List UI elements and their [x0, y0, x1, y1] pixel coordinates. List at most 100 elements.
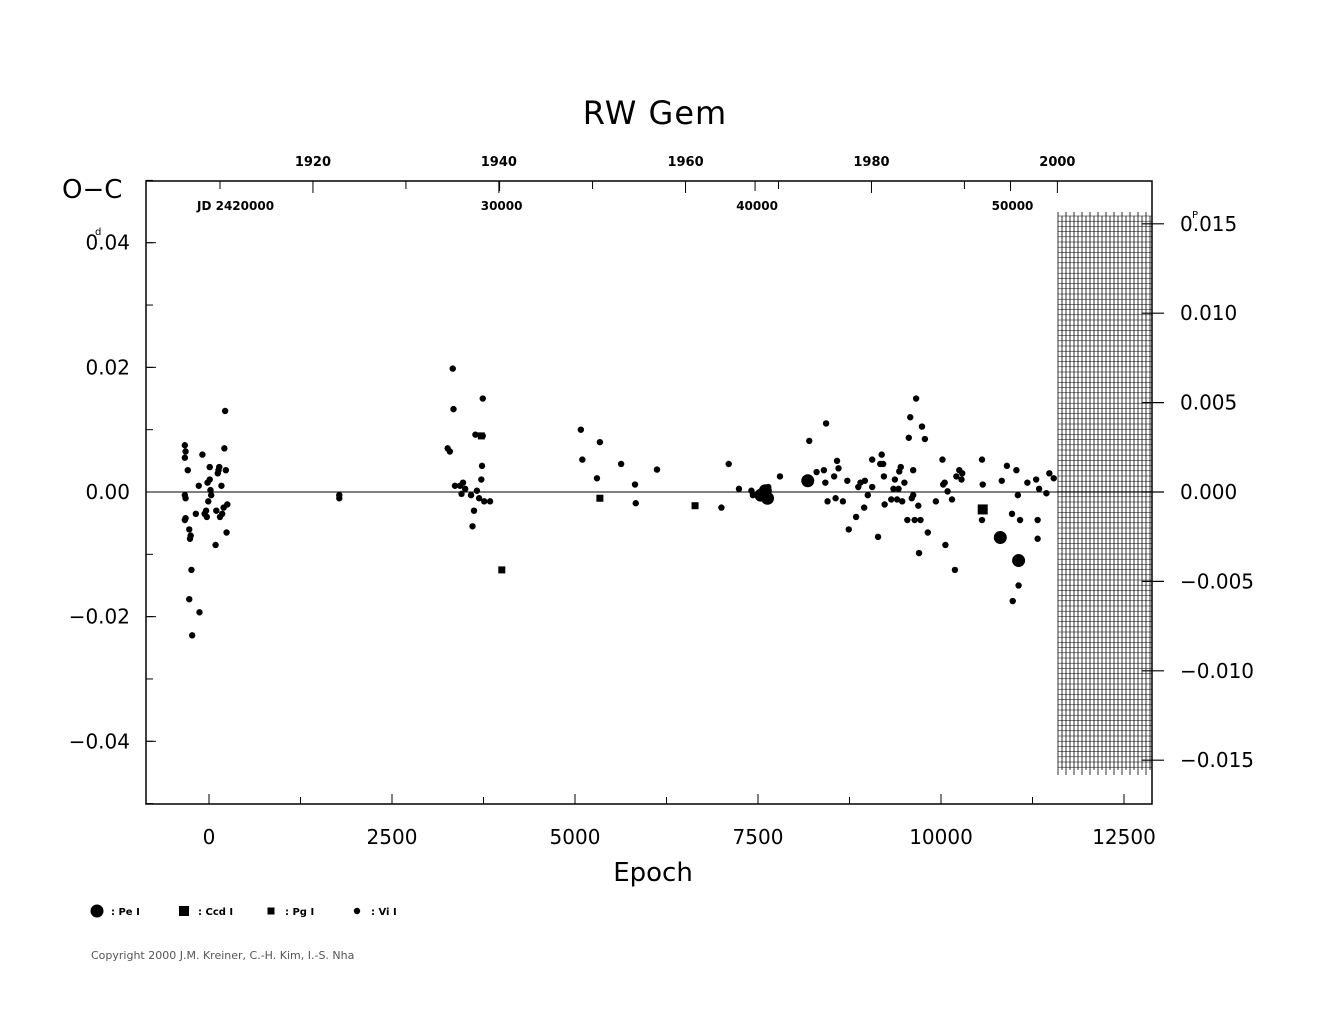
right-tick-label: 0.010 [1180, 301, 1237, 325]
year-tick-label: 1940 [481, 155, 517, 170]
vi-point [631, 481, 639, 488]
vi-point [206, 463, 213, 471]
vi-point [1008, 510, 1016, 518]
vi-point [216, 463, 223, 471]
x-tick-label: 12500 [1092, 825, 1156, 849]
jd-prefix-label: JD 2420000 [196, 199, 274, 213]
vi-point [979, 481, 986, 488]
jd-tick-label: 30000 [481, 199, 523, 213]
x-tick-label: 2500 [367, 825, 418, 849]
vi-point [224, 501, 231, 508]
vi-point [221, 407, 229, 415]
vi-point [218, 482, 225, 489]
tick-labels: 0 2500 5000 7500 10000 12500 −0.04 −0.02 0.00 0.0… [69, 155, 1254, 849]
vi-point [188, 566, 195, 574]
vi-point [915, 549, 923, 557]
jd-tick-label: 50000 [992, 199, 1034, 213]
vi-point [880, 473, 888, 480]
vi-point [653, 466, 661, 473]
vi-point [813, 468, 820, 476]
vi-point [897, 463, 904, 471]
vi-point [1032, 476, 1040, 483]
right-tick-label: −0.015 [1180, 748, 1254, 772]
vi-point [864, 491, 871, 499]
vi-point [845, 526, 852, 533]
vi-point [182, 448, 189, 455]
vi-point [909, 491, 917, 499]
vi-point [1014, 491, 1022, 499]
right-tick-label: 0.000 [1180, 480, 1237, 504]
vi-point [839, 498, 847, 505]
vi-point [878, 451, 885, 458]
legend-label: : Vi I [371, 907, 397, 918]
vi-point [911, 516, 918, 524]
vi-point [832, 495, 839, 502]
vi-point [893, 496, 901, 503]
vi-point [458, 490, 465, 498]
vi-point [822, 420, 830, 427]
vi-point [901, 479, 908, 486]
vi-point [835, 465, 842, 472]
vi-point [213, 507, 220, 514]
vi-point [868, 483, 876, 491]
vi-point [212, 541, 219, 549]
vi-point [942, 541, 949, 549]
vi-point [1034, 516, 1041, 524]
jd-tick-label: 40000 [736, 199, 778, 213]
vi-point [915, 502, 922, 509]
vi-point [196, 609, 203, 616]
copyright-note: Copyright 2000 J.M. Kreiner, C.-H. Kim, … [91, 949, 355, 962]
vi-point [888, 496, 895, 503]
y-tick-label: 0.00 [85, 480, 130, 504]
vi-point [924, 529, 932, 536]
vi-point [462, 485, 469, 493]
x-tick-label: 5000 [550, 825, 601, 849]
vi-point [917, 516, 924, 524]
vi-point [941, 479, 948, 486]
vi-point [450, 405, 457, 413]
vi-point [874, 533, 882, 541]
vi-point [868, 456, 876, 463]
vi-point [472, 431, 479, 438]
vi-point [1050, 475, 1057, 482]
pe-point [801, 474, 815, 488]
vi-point [207, 486, 214, 494]
vi-point [939, 456, 946, 463]
vi-point [469, 523, 476, 530]
vi-point [948, 496, 956, 503]
vi-point [199, 451, 206, 458]
vi-point [1003, 462, 1011, 470]
right-tick-label: 0.015 [1180, 212, 1237, 236]
right-tick-label: −0.010 [1180, 659, 1254, 683]
vi-point [958, 476, 965, 483]
vi-point [822, 479, 829, 486]
y-tick-label: −0.02 [69, 605, 130, 629]
vi-point [459, 479, 467, 486]
vi-point [860, 504, 868, 511]
vi-point [998, 477, 1005, 484]
vi-point [951, 566, 959, 574]
vi-point [470, 507, 478, 514]
vi-point [188, 632, 196, 639]
vi-point [959, 470, 966, 477]
vi-point [223, 529, 230, 536]
vi-point [735, 485, 743, 493]
vi-point [978, 456, 986, 463]
vi-point [907, 414, 914, 421]
vi-point [749, 491, 757, 499]
y-tick-label: 0.02 [85, 355, 130, 379]
vi-point [944, 488, 951, 495]
year-tick-label: 1960 [667, 155, 703, 170]
year-tick-label: 1920 [295, 155, 331, 170]
vi-point [205, 498, 212, 505]
pg-point [477, 432, 485, 440]
vi-point [192, 510, 200, 518]
right-tick-label: 0.005 [1180, 391, 1237, 415]
vi-point [478, 476, 485, 483]
vi-point [449, 365, 456, 372]
legend-marker-vi [353, 907, 361, 915]
vi-point [1015, 582, 1022, 589]
vi-point [473, 487, 481, 494]
vi-point [481, 498, 488, 505]
